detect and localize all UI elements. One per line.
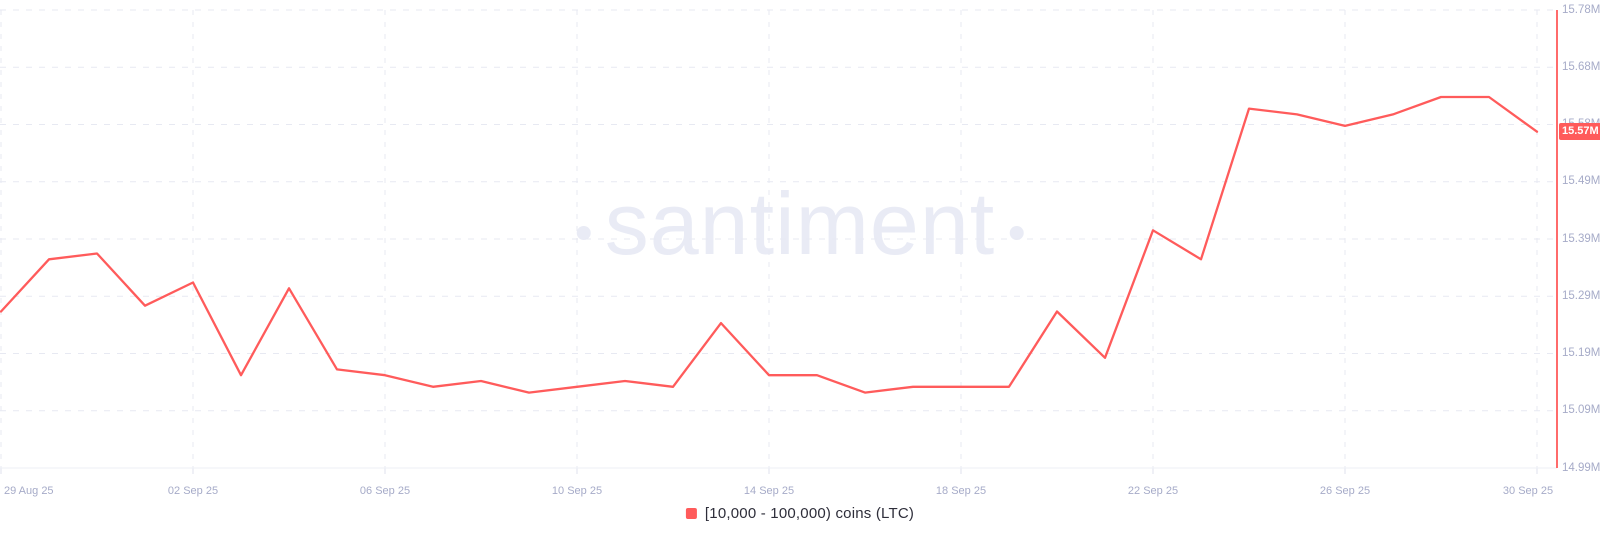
- legend-swatch-icon: [685, 508, 697, 519]
- y-axis-label: 15.68M: [1562, 60, 1600, 73]
- y-axis-label: 15.39M: [1562, 232, 1600, 245]
- y-axis-label: 15.19M: [1562, 347, 1600, 359]
- x-axis-label: 22 Sep 25: [1127, 485, 1179, 497]
- x-axis-label: 18 Sep 25: [935, 485, 987, 497]
- y-axis-label: 15.49M: [1562, 175, 1600, 188]
- x-axis-label: 14 Sep 25: [743, 485, 795, 497]
- series-line[interactable]: [0, 95, 1539, 394]
- y-axis-label: 14.99M: [1562, 461, 1600, 474]
- x-axis-label: 26 Sep 25: [1319, 485, 1371, 497]
- x-axis-label: 10 Sep 25: [551, 485, 603, 497]
- x-axis-label: 06 Sep 25: [359, 485, 411, 497]
- y-axis-label: 15.78M: [1562, 3, 1600, 16]
- x-axis-label: 29 Aug 25: [4, 485, 54, 497]
- x-axis-label: 02 Sep 25: [167, 485, 219, 497]
- x-axis-label: 30 Sep 25: [1502, 485, 1554, 497]
- current-value-badge: 15.57M: [1559, 123, 1600, 141]
- legend-label: [10,000 - 100,000) coins (LTC): [704, 505, 915, 522]
- y-axis-label: 15.09M: [1562, 404, 1600, 417]
- y-axis-label: 15.29M: [1562, 289, 1600, 302]
- legend-item[interactable]: [10,000 - 100,000) coins (LTC): [685, 505, 915, 522]
